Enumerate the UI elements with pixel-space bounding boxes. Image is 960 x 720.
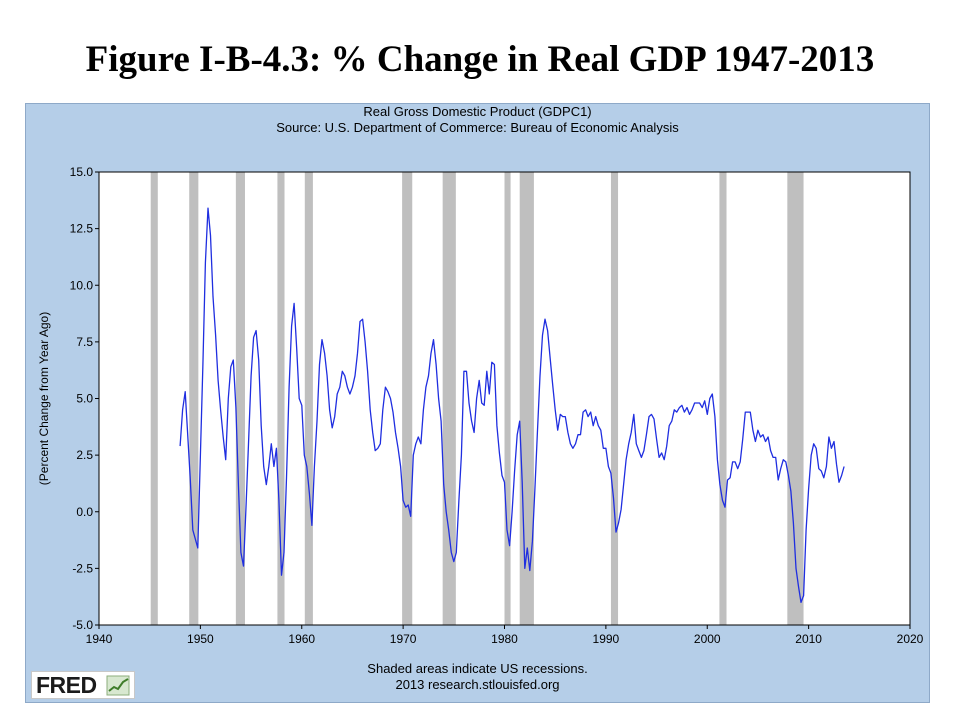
x-tick-label: 1950: [187, 632, 214, 646]
fred-logo-text: FRED: [36, 672, 97, 698]
x-tick-label: 1980: [491, 632, 518, 646]
recession-band: [442, 172, 456, 625]
recession-band: [304, 172, 313, 625]
x-tick-label: 1960: [288, 632, 315, 646]
y-tick-label: 15.0: [70, 165, 94, 179]
recession-bands: [150, 172, 804, 625]
recession-band: [787, 172, 804, 625]
x-tick-label: 2020: [897, 632, 924, 646]
recession-band: [235, 172, 245, 625]
slide-title: Figure I-B-4.3: % Change in Real GDP 194…: [85, 39, 875, 80]
y-axis-label: (Percent Change from Year Ago): [37, 312, 51, 485]
recession-band: [277, 172, 285, 625]
recession-band: [504, 172, 511, 625]
y-tick-label: -5.0: [72, 618, 93, 632]
axes: -5.0 -2.5 0.0 2.5 5.0 7.5 10.0 12.5 15.0 1940 1950…: [70, 165, 924, 646]
fred-logo: FRED: [31, 671, 135, 699]
recession-band: [610, 172, 619, 625]
recession-band: [150, 172, 158, 625]
y-tick-label: 10.0: [70, 278, 94, 292]
chart-source: Source: U.S. Department of Commerce: Bur…: [276, 120, 679, 135]
y-tick-label: 7.5: [76, 335, 93, 349]
recession-band: [189, 172, 199, 625]
y-tick-label: 5.0: [76, 392, 93, 406]
chart-title: Real Gross Domestic Product (GDPC1): [363, 104, 592, 119]
source-credit: 2013 research.stlouisfed.org: [395, 677, 560, 692]
series-line-gdp-change: [179, 207, 845, 604]
chart-header: Real Gross Domestic Product (GDPC1) Sour…: [0, 104, 955, 136]
plot-border: [98, 171, 911, 626]
x-tick-label: 1990: [593, 632, 620, 646]
x-tick-label: 2010: [795, 632, 822, 646]
chart-footer: Shaded areas indicate US recessions. 201…: [0, 661, 955, 693]
recession-note: Shaded areas indicate US recessions.: [367, 661, 588, 676]
x-tick-label: 1940: [86, 632, 113, 646]
recession-band: [402, 172, 413, 625]
y-tick-label: -2.5: [72, 561, 93, 575]
y-tick-label: 2.5: [76, 448, 93, 462]
y-tick-label: 12.5: [70, 222, 94, 236]
y-tick-label: 0.0: [76, 505, 93, 519]
x-tick-label: 1970: [390, 632, 417, 646]
recession-band: [719, 172, 727, 625]
fred-chart-icon: [106, 675, 130, 696]
x-tick-label: 2000: [694, 632, 721, 646]
